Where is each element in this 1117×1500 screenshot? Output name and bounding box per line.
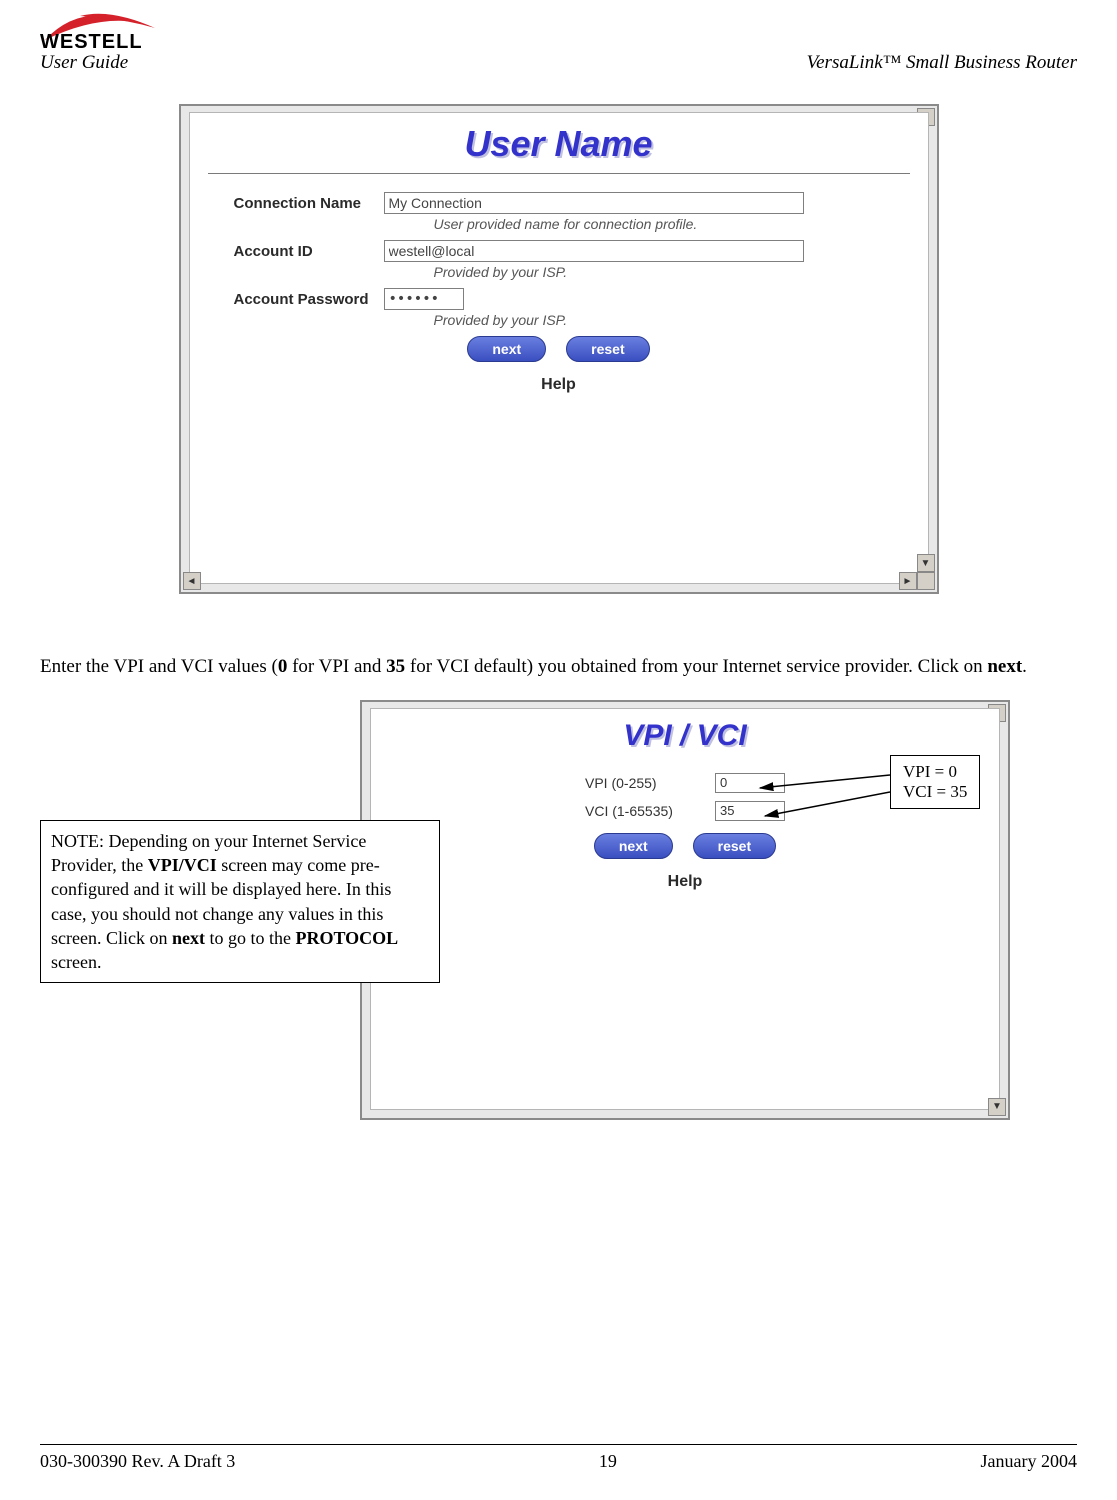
footer-left: 030-300390 Rev. A Draft 3 — [40, 1451, 235, 1472]
panel1-button-row: next reset — [204, 336, 914, 362]
next-button[interactable]: next — [594, 833, 673, 859]
panel2-button-row: next reset — [385, 833, 985, 859]
para-b1: 0 — [278, 656, 288, 677]
connection-name-hint: User provided name for connection profil… — [434, 216, 698, 232]
account-pw-label: Account Password — [204, 291, 384, 308]
callout-line2: VCI = 35 — [903, 782, 967, 802]
panel2-title: VPI / VCI — [385, 719, 985, 753]
page-header: WESTELL User Guide VersaLink™ Small Busi… — [40, 10, 1077, 74]
para-pre: Enter the VPI and VCI values ( — [40, 656, 278, 677]
page-footer: 030-300390 Rev. A Draft 3 19 January 200… — [40, 1451, 1077, 1472]
reset-button[interactable]: reset — [566, 336, 649, 362]
note-b2: next — [172, 928, 205, 948]
scroll-right-icon[interactable]: ► — [899, 572, 917, 590]
next-button[interactable]: next — [467, 336, 546, 362]
footer-center: 19 — [599, 1451, 617, 1472]
para-mid1: for VPI and — [287, 656, 386, 677]
help-link[interactable]: Help — [385, 873, 985, 891]
para-b2: 35 — [386, 656, 405, 677]
account-id-label: Account ID — [204, 243, 384, 260]
para-b3: next — [987, 656, 1022, 677]
panel1-title-rule — [208, 173, 910, 174]
vci-label: VCI (1-65535) — [585, 803, 715, 819]
reset-button[interactable]: reset — [693, 833, 776, 859]
scroll-corner — [917, 572, 935, 590]
account-pw-input[interactable] — [384, 288, 464, 310]
scroll-down-icon[interactable]: ▼ — [917, 554, 935, 572]
callout-line1: VPI = 0 — [903, 762, 967, 782]
note-mid2: to go to the — [205, 928, 296, 948]
product-name: VersaLink™ Small Business Router — [807, 52, 1077, 74]
note-post: screen. — [51, 952, 101, 972]
connection-name-row: Connection Name — [204, 192, 914, 214]
westell-logo: WESTELL — [40, 10, 160, 50]
account-id-hint: Provided by your ISP. — [434, 264, 568, 280]
callout-l2-val: 35 — [950, 782, 967, 801]
scroll-down-icon[interactable]: ▼ — [988, 1098, 1006, 1116]
vpi-vci-callout: VPI = 0 VCI = 35 — [890, 755, 980, 809]
callout-l1-val: 0 — [948, 762, 957, 781]
panel1-title: User Name — [204, 123, 914, 165]
username-panel: ▲ User Name Connection Name User provide… — [179, 104, 939, 594]
note-b3: PROTOCOL — [295, 928, 398, 948]
scroll-left-icon[interactable]: ◄ — [183, 572, 201, 590]
user-guide-label: User Guide — [40, 52, 170, 74]
note-box: NOTE: Depending on your Internet Service… — [40, 820, 440, 984]
account-id-input[interactable] — [384, 240, 804, 262]
callout-l2-pre: VCI = — [903, 782, 950, 801]
svg-text:WESTELL: WESTELL — [40, 31, 143, 50]
account-pw-hint: Provided by your ISP. — [434, 312, 568, 328]
vpi-input[interactable] — [715, 773, 785, 793]
vpi-vci-stage: ▲ VPI / VCI VPI (0-255) VCI (1-65535) ne… — [40, 700, 1077, 1140]
connection-name-label: Connection Name — [204, 195, 384, 212]
para-mid2: for VCI default) you obtained from your … — [405, 656, 987, 677]
footer-right: January 2004 — [981, 1451, 1077, 1472]
vci-input[interactable] — [715, 801, 785, 821]
note-b1: VPI/VCI — [148, 855, 217, 875]
footer-rule — [40, 1444, 1077, 1445]
account-id-row: Account ID — [204, 240, 914, 262]
help-link[interactable]: Help — [204, 376, 914, 394]
instruction-paragraph: Enter the VPI and VCI values (0 for VPI … — [40, 654, 1077, 680]
callout-l1-pre: VPI = — [903, 762, 948, 781]
logo-block: WESTELL User Guide — [40, 10, 170, 74]
para-post: . — [1022, 656, 1027, 677]
vpi-label: VPI (0-255) — [585, 775, 715, 791]
connection-name-input[interactable] — [384, 192, 804, 214]
account-pw-row: Account Password — [204, 288, 914, 310]
username-panel-inner: User Name Connection Name User provided … — [189, 112, 929, 584]
